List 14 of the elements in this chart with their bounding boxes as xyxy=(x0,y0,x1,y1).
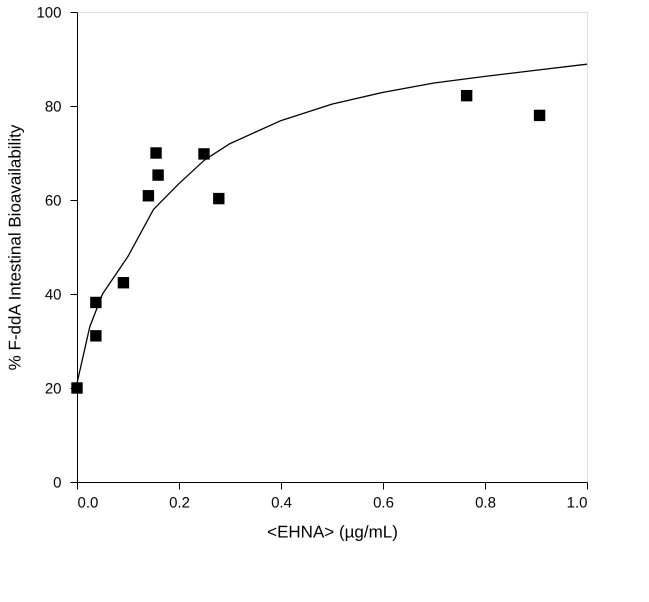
x-axis-title: <EHNA> (µg/mL) xyxy=(267,522,398,542)
x-tick-label: 1.0 xyxy=(566,494,588,512)
x-tick-label: 0.6 xyxy=(373,494,394,512)
y-tick-label: 80 xyxy=(44,98,62,116)
y-tick-label: 100 xyxy=(36,4,62,22)
x-tick-label: 0.4 xyxy=(271,494,292,512)
x-tick-label: 0.8 xyxy=(475,494,496,512)
y-tick-label: 0 xyxy=(53,474,62,492)
y-axis-title: % F-ddA Intestinal Bioavailability xyxy=(5,124,24,370)
y-tick-label: 20 xyxy=(44,380,62,398)
y-tick-label: 60 xyxy=(44,192,62,210)
x-tick-label: 0.2 xyxy=(169,494,190,512)
x-tick-label: 0.0 xyxy=(78,494,98,512)
y-tick-label: 40 xyxy=(44,286,62,304)
